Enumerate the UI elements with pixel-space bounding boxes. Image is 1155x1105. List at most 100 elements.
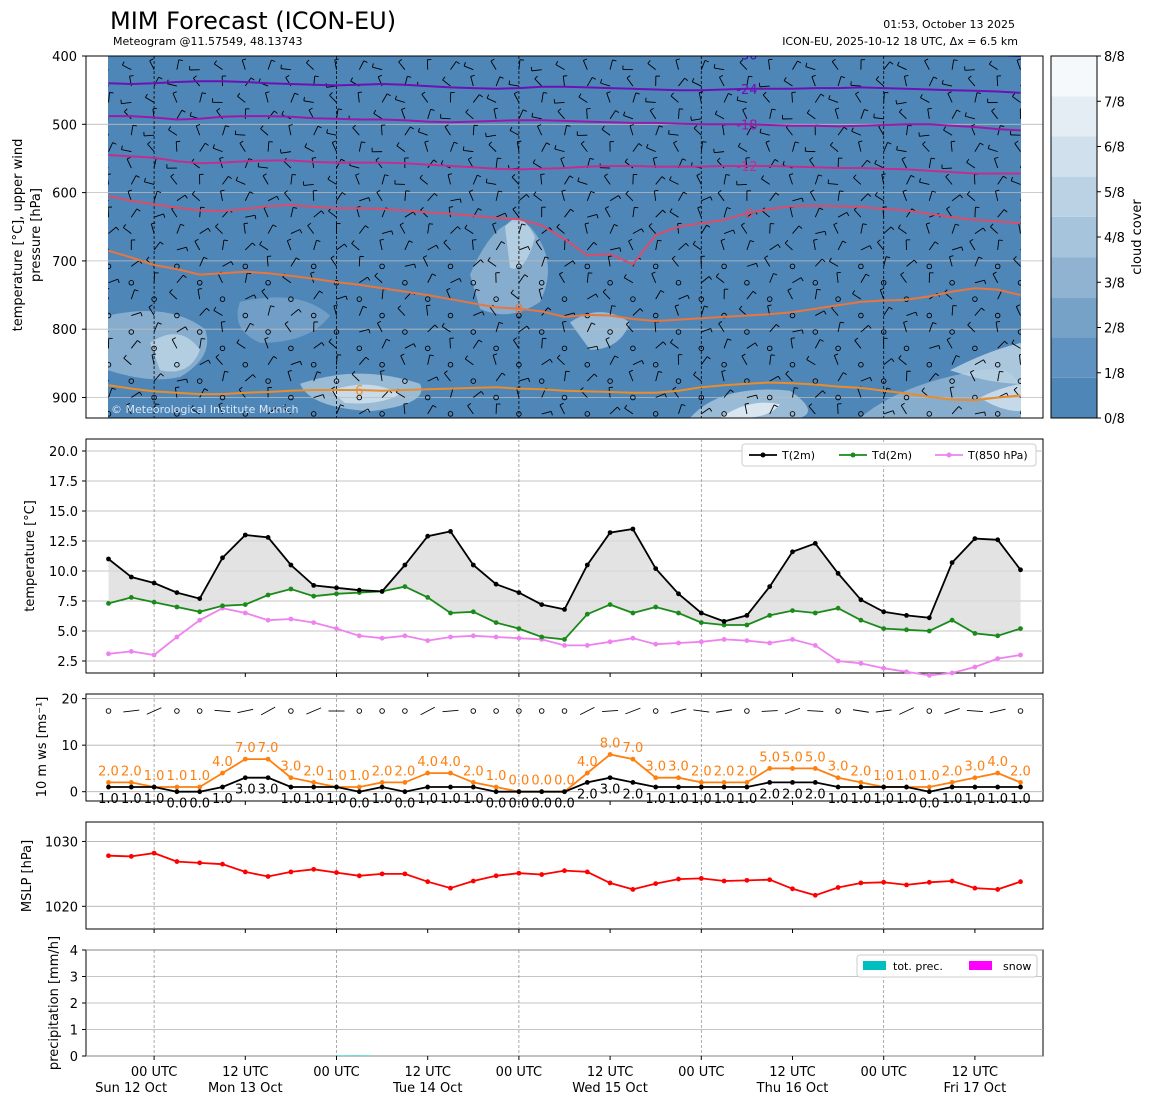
wind-barb	[190, 408, 200, 415]
wind-barb-feather	[147, 141, 151, 145]
wind-barb-feather	[391, 230, 394, 235]
wind-barb	[902, 191, 907, 201]
cloud-patch	[950, 342, 1021, 384]
t850-point	[972, 664, 978, 670]
wind-barb	[815, 230, 826, 235]
wind-barb-feather	[967, 321, 971, 326]
wind-barb-feather	[509, 126, 513, 131]
wind-barb	[447, 174, 451, 185]
t2m-point	[721, 619, 727, 624]
gust-value-label: 1.0	[919, 769, 940, 784]
surface-calm-circle	[1017, 708, 1024, 714]
wind-barb-feather	[976, 92, 981, 94]
wind-barb	[602, 291, 611, 300]
wind-barb-feather	[979, 142, 984, 146]
wind-barb	[541, 358, 551, 366]
calm-circle	[151, 296, 157, 302]
wind-barb	[759, 85, 770, 88]
wind-barb	[290, 207, 294, 218]
mean-wind-value-label: 1.0	[372, 792, 393, 807]
mean-wind-value-label: 1.0	[714, 792, 735, 807]
wind-barb	[609, 110, 616, 120]
wind-barb-feather	[964, 112, 967, 117]
wind-barb-feather	[593, 373, 598, 378]
wind-ylabel: 10 m ws [ms⁻¹]	[35, 697, 50, 798]
wind-barb-feather	[1003, 209, 1008, 213]
wind-barb-feather	[897, 224, 901, 229]
mean-wind-value-label: 1.0	[326, 792, 347, 807]
wind-barb	[942, 167, 953, 169]
wind-barb-feather	[578, 93, 582, 98]
calm-circle	[789, 361, 796, 368]
wind-barb-feather	[396, 142, 400, 147]
wind-barb-feather	[613, 224, 619, 227]
wind-barb	[879, 289, 885, 300]
surface-calm-circle	[196, 708, 203, 714]
calm-circle	[242, 263, 249, 270]
calm-circle	[310, 312, 317, 319]
wind-barb	[949, 387, 953, 398]
wind-barb	[280, 68, 291, 71]
time-tick-label: 00 UTC	[313, 1065, 359, 1080]
wind-barb-feather	[887, 142, 892, 145]
wind-barb	[645, 101, 656, 103]
wind-barb-feather	[371, 63, 374, 68]
wind-barb	[123, 227, 132, 234]
surface-wind-barb	[944, 707, 960, 715]
wind-barb-feather	[725, 174, 730, 176]
wind-barb-feather	[186, 378, 188, 384]
mslp-point	[1018, 879, 1023, 885]
legend-totprec-swatch	[863, 961, 886, 970]
mean-wind-point	[265, 775, 271, 781]
calm-circle	[721, 263, 727, 270]
td2m-point	[972, 631, 978, 636]
wind-barb	[532, 162, 542, 169]
wind-barb-feather	[379, 238, 384, 241]
t850-point	[242, 610, 248, 616]
wind-barb	[792, 225, 800, 234]
wind-barb-feather	[829, 141, 834, 146]
t2m-point	[790, 549, 795, 555]
wind-barb	[883, 61, 891, 70]
t2m-point	[516, 590, 522, 595]
wind-barb-feather	[501, 241, 506, 244]
cloud-patch	[505, 218, 535, 269]
wind-barb	[906, 259, 915, 267]
wind-barb	[380, 371, 383, 382]
pressure-tick-label: 700	[52, 255, 77, 270]
wind-barb	[541, 338, 543, 349]
t850-point	[448, 634, 453, 640]
legend-snow-swatch	[969, 961, 992, 970]
wind-barb-feather	[433, 159, 438, 163]
mean-wind-value-label: 1.0	[121, 792, 142, 807]
calm-circle	[356, 345, 363, 352]
surface-wind-barb	[966, 709, 983, 713]
wind-barb-feather	[201, 338, 206, 340]
wind-barb	[951, 59, 955, 70]
wind-barb	[259, 244, 269, 251]
wind-barb	[632, 308, 641, 316]
wind-barb	[974, 307, 982, 316]
t850-point	[904, 669, 909, 675]
colorbar-segment	[1051, 377, 1097, 418]
calm-circle	[538, 378, 545, 384]
wind-barb	[511, 176, 520, 185]
wind-barb	[900, 274, 907, 284]
wind-barb	[701, 328, 711, 333]
wind-barb-feather	[956, 109, 961, 113]
calm-circle	[949, 378, 955, 384]
td2m-point	[470, 609, 476, 615]
wind-barb-feather	[397, 305, 402, 309]
wind-barb	[788, 174, 793, 185]
wind-barb-feather	[414, 264, 416, 269]
wind-barb	[148, 306, 155, 316]
wind-barb	[784, 242, 793, 251]
wind-barb	[564, 312, 575, 316]
surface-wind-barb	[146, 707, 162, 715]
surface-wind-barb	[602, 709, 619, 713]
wind-barb	[450, 61, 457, 70]
wind-barb-feather	[889, 61, 894, 65]
wind-barb	[244, 242, 253, 251]
wind-barb	[313, 394, 324, 398]
